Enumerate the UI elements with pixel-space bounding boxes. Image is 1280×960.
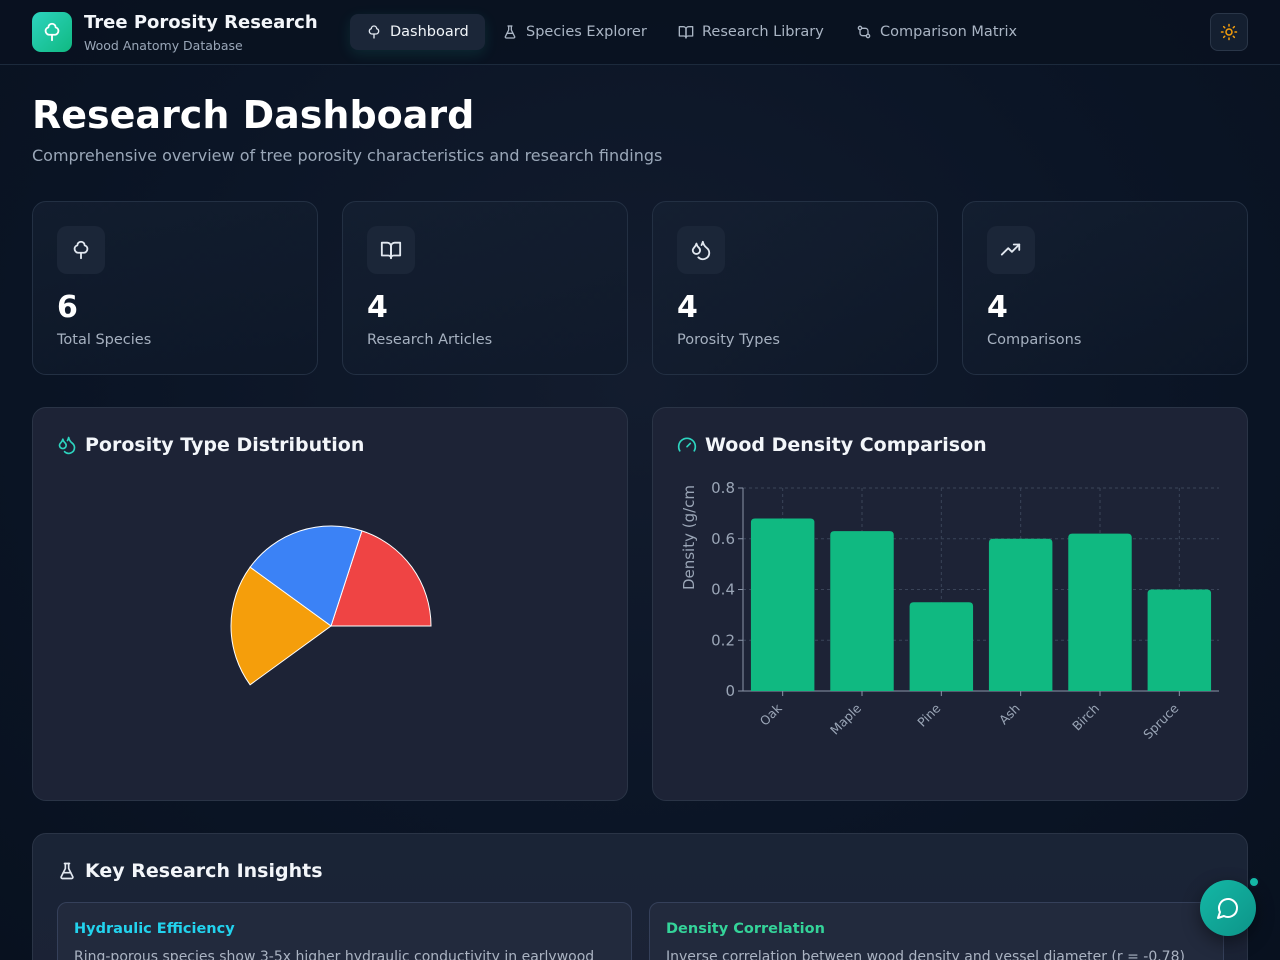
stat-icon-wrap xyxy=(367,226,415,274)
nav-species-explorer[interactable]: Species Explorer xyxy=(486,14,663,50)
gauge-icon xyxy=(677,437,697,452)
stat-value: 4 xyxy=(987,290,1008,325)
droplets-icon xyxy=(691,240,711,261)
bar-spruce[interactable] xyxy=(1147,589,1212,692)
stat-card-research-articles[interactable]: 4 Research Articles xyxy=(342,201,628,375)
stat-card-comparisons[interactable]: 4 Comparisons xyxy=(962,201,1248,375)
x-tick-label: Ash xyxy=(996,701,1023,728)
x-tick-label: Birch xyxy=(1069,701,1102,734)
stat-value: 6 xyxy=(57,290,78,325)
x-tick-label: Oak xyxy=(757,700,786,729)
sun-icon xyxy=(1220,23,1238,41)
pie-slice[interactable] xyxy=(230,566,332,686)
nav-research-library[interactable]: Research Library xyxy=(662,14,840,50)
stat-label: Research Articles xyxy=(367,332,493,348)
page-title: Research Dashboard xyxy=(32,93,475,137)
panel-title: Porosity Type Distribution xyxy=(57,434,364,456)
stat-value: 4 xyxy=(367,290,388,325)
stat-label: Porosity Types xyxy=(677,332,780,348)
y-tick-label: 0.6 xyxy=(711,530,735,548)
y-tick-label: 0.8 xyxy=(711,479,735,497)
insight-title: Density Correlation xyxy=(666,921,825,937)
app-title: Tree Porosity Research xyxy=(84,12,318,33)
y-axis-label: Density (g/cm xyxy=(680,485,698,590)
stat-icon-wrap xyxy=(987,226,1035,274)
nav-dashboard-label: Dashboard xyxy=(390,24,469,40)
x-tick-label: Maple xyxy=(827,700,864,737)
y-tick-label: 0.2 xyxy=(711,631,735,649)
insights-title: Key Research Insights xyxy=(85,860,323,882)
nav-research-library-label: Research Library xyxy=(702,24,824,40)
tree-icon xyxy=(73,240,89,260)
app-logo[interactable] xyxy=(32,12,72,52)
key-insights-panel: Key Research Insights Hydraulic Efficien… xyxy=(32,833,1248,960)
insight-text: Inverse correlation between wood density… xyxy=(666,949,1185,960)
pie-slice[interactable] xyxy=(249,525,363,627)
density-chart-title: Wood Density Comparison xyxy=(705,434,987,456)
book-icon xyxy=(380,241,402,260)
insight-card-hydraulic[interactable]: Hydraulic Efficiency Ring-porous species… xyxy=(57,902,632,960)
page-subtitle: Comprehensive overview of tree porosity … xyxy=(32,146,663,165)
chat-notification-dot xyxy=(1248,876,1260,888)
flask-icon xyxy=(504,25,516,39)
stat-label: Total Species xyxy=(57,332,152,348)
top-navigation-bar: Tree Porosity Research Wood Anatomy Data… xyxy=(0,0,1280,65)
bar-pine[interactable] xyxy=(909,602,974,691)
bar-birch[interactable] xyxy=(1068,533,1132,691)
message-circle-icon xyxy=(1217,898,1238,919)
insight-card-density[interactable]: Density Correlation Inverse correlation … xyxy=(649,902,1224,960)
bar-ash[interactable] xyxy=(988,538,1053,691)
panel-title: Key Research Insights xyxy=(57,860,323,882)
app-subtitle: Wood Anatomy Database xyxy=(84,38,243,53)
tree-icon xyxy=(44,22,60,42)
stat-icon-wrap xyxy=(57,226,105,274)
density-bar-chart: 0 0.2 0.4 0.6 0.8 Oak Maple Pine Ash Birch Spruce D… xyxy=(680,479,1219,742)
theme-toggle-button[interactable] xyxy=(1210,13,1248,51)
nav-comparison-matrix[interactable]: Comparison Matrix xyxy=(840,14,1033,50)
porosity-chart-title: Porosity Type Distribution xyxy=(85,434,365,456)
stat-value: 4 xyxy=(677,290,698,325)
book-icon xyxy=(678,26,694,39)
bar-oak[interactable] xyxy=(750,518,815,691)
stat-icon-wrap xyxy=(677,226,725,274)
bar-maple[interactable] xyxy=(830,531,894,691)
stat-card-porosity-types[interactable]: 4 Porosity Types xyxy=(652,201,938,375)
nav-species-explorer-label: Species Explorer xyxy=(526,24,647,40)
y-tick-label: 0.4 xyxy=(711,581,735,599)
insight-title: Hydraulic Efficiency xyxy=(74,921,235,937)
compare-icon xyxy=(857,25,871,39)
tree-icon xyxy=(368,25,380,39)
droplets-icon xyxy=(58,436,76,455)
insight-text: Ring-porous species show 3-5x higher hyd… xyxy=(74,949,595,960)
porosity-pie-chart xyxy=(230,525,432,686)
stat-card-total-species[interactable]: 6 Total Species xyxy=(32,201,318,375)
x-tick-label: Spruce xyxy=(1140,700,1182,742)
y-tick-label: 0 xyxy=(725,682,735,700)
nav-dashboard[interactable]: Dashboard xyxy=(350,14,485,50)
pie-slice[interactable] xyxy=(330,530,432,627)
chat-button[interactable] xyxy=(1200,880,1256,936)
density-comparison-panel: Wood Density Comparison 0 0.2 0.4 0.6 0.8 Oak… xyxy=(652,407,1248,801)
flask-icon xyxy=(60,862,74,880)
nav-comparison-matrix-label: Comparison Matrix xyxy=(880,24,1018,40)
stat-label: Comparisons xyxy=(987,332,1082,348)
trending-up-icon xyxy=(1000,243,1021,256)
x-tick-label: Pine xyxy=(914,700,943,729)
porosity-distribution-panel: Porosity Type Distribution xyxy=(32,407,628,801)
panel-title: Wood Density Comparison xyxy=(677,434,987,456)
